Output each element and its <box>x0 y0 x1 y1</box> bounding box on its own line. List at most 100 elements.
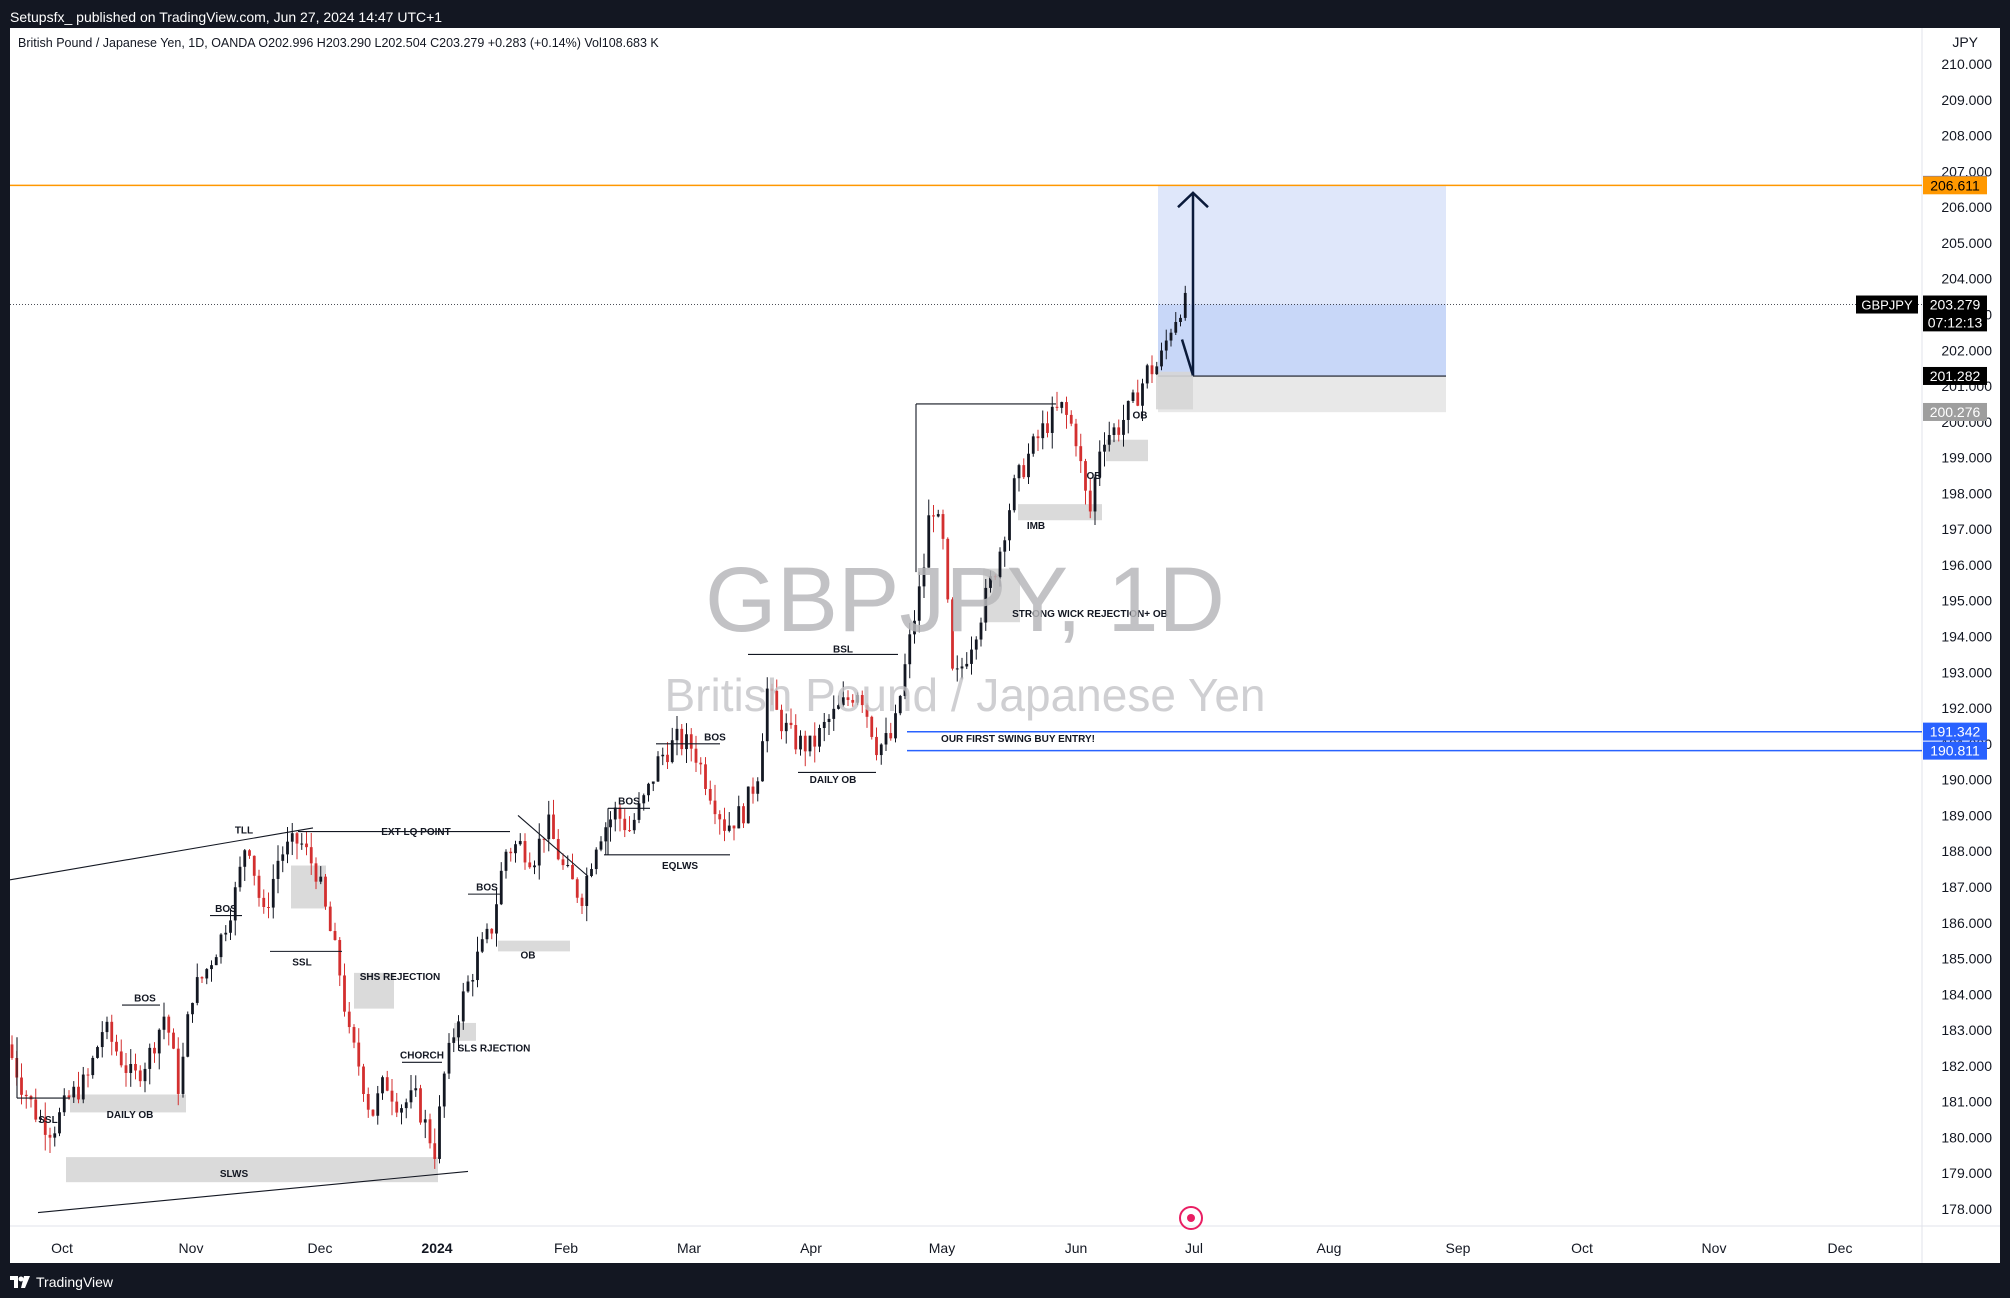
annotation-label: BOS <box>215 904 237 915</box>
candle-body <box>813 735 817 747</box>
candle-body <box>1164 340 1168 351</box>
candle-body <box>1174 321 1178 333</box>
price-tick-label: 185.000 <box>1941 951 1992 967</box>
price-chart[interactable]: 178.000 179.000 180.000 181.000 182.000 183.0… <box>10 28 2000 1263</box>
chart-frame[interactable]: 178.000 179.000 180.000 181.000 182.000 183.0… <box>10 28 2000 1263</box>
candle-body <box>661 754 665 757</box>
candle-body <box>571 865 574 880</box>
annotation-label: SLS RJECTION <box>458 1044 531 1055</box>
candle-body <box>523 841 527 863</box>
candle-body <box>34 1099 38 1120</box>
time-axis-label: Sep <box>1446 1240 1471 1256</box>
candle-body <box>352 1027 356 1043</box>
candle-body <box>347 1011 351 1028</box>
annotation-label: BSL <box>833 645 853 656</box>
candle-body <box>647 783 650 796</box>
candle-body <box>319 876 323 882</box>
candle-body <box>195 977 199 1003</box>
candle-body <box>993 576 997 578</box>
candle-body <box>1126 400 1130 420</box>
candle-body <box>148 1047 152 1069</box>
candle-body <box>894 713 897 739</box>
candle-body <box>851 699 855 703</box>
candle-body <box>129 1063 133 1073</box>
candle-body <box>1022 465 1026 478</box>
candle-body <box>1093 477 1097 512</box>
candle-body <box>927 515 931 568</box>
price-tick-label: 192.000 <box>1941 700 1992 716</box>
candle-body <box>200 977 204 979</box>
candle-body <box>77 1086 80 1100</box>
candle-body <box>856 695 859 703</box>
candle-body <box>214 957 218 966</box>
candle-body <box>585 875 589 906</box>
candle-body <box>689 734 693 749</box>
candle-body <box>381 1077 384 1094</box>
candle-body <box>718 814 722 820</box>
candle-body <box>537 838 541 866</box>
candle-body <box>628 830 631 832</box>
price-tick-label: 178.000 <box>1941 1201 1992 1217</box>
candle-body <box>366 1094 370 1110</box>
shs-rejection-zone <box>354 972 394 1009</box>
candle-body <box>167 1016 171 1033</box>
candle-body <box>913 620 916 635</box>
candle-body <box>642 795 646 804</box>
candle-body <box>989 576 992 588</box>
candle-body <box>870 716 874 737</box>
replay-icon[interactable] <box>1179 1206 1203 1230</box>
candle-body <box>305 843 308 848</box>
time-axis-label: Feb <box>554 1240 578 1256</box>
candle-body <box>172 1032 175 1049</box>
candle-body <box>461 991 465 1022</box>
candle-body <box>290 833 294 842</box>
annotation-label: BOS <box>134 993 156 1004</box>
candle-body <box>115 1041 118 1052</box>
candle-body <box>865 705 869 717</box>
price-badge <box>1923 176 1987 195</box>
time-axis-label: Apr <box>800 1240 822 1256</box>
candle-body <box>898 695 902 714</box>
annotation-label: SHS REJECTION <box>360 972 441 983</box>
candle-body <box>575 879 579 898</box>
candle-body <box>1098 451 1102 478</box>
candle-body <box>780 709 783 732</box>
pullback-arrow-line <box>1180 339 1195 376</box>
candle-body <box>960 666 964 669</box>
price-tick-label: 210.000 <box>1941 56 1992 72</box>
candle-body <box>248 850 251 856</box>
candle-body <box>471 980 475 982</box>
annotation-label: SSL <box>38 1115 57 1126</box>
stop-zone <box>1158 376 1446 413</box>
candle-body <box>1160 350 1163 367</box>
candle-body <box>946 538 950 600</box>
candle-body <box>732 825 736 829</box>
candle-body <box>984 587 988 623</box>
candle-body <box>1079 446 1083 462</box>
candle-body <box>490 928 494 934</box>
candle-body <box>1055 406 1059 408</box>
time-axis-label: Aug <box>1317 1240 1342 1256</box>
candle-body <box>742 806 745 824</box>
watermark-symbol: GBPJPY, 1D <box>705 549 1225 651</box>
candle-body <box>252 855 256 876</box>
candle-body <box>784 722 788 732</box>
candle-body <box>276 860 280 879</box>
time-axis-label: 2024 <box>421 1240 452 1256</box>
time-axis-label: May <box>929 1240 955 1256</box>
candle-body <box>951 599 954 669</box>
candle-body <box>613 807 617 820</box>
price-tick-label: 179.000 <box>1941 1165 1992 1181</box>
candle-body <box>267 906 270 908</box>
candle-body <box>480 939 484 952</box>
price-badge-label: 07:12:13 <box>1928 314 1983 330</box>
candle-body <box>62 1095 66 1113</box>
candle-body <box>723 819 726 831</box>
imb-zone <box>1018 504 1102 521</box>
candle-body <box>452 1037 456 1043</box>
currency-label[interactable]: JPY <box>1952 34 1978 50</box>
candle-body <box>205 969 209 979</box>
price-tick-label: 182.000 <box>1941 1058 1992 1074</box>
watermark-description: British Pound / Japanese Yen <box>664 669 1266 721</box>
candle-body <box>1117 427 1121 435</box>
